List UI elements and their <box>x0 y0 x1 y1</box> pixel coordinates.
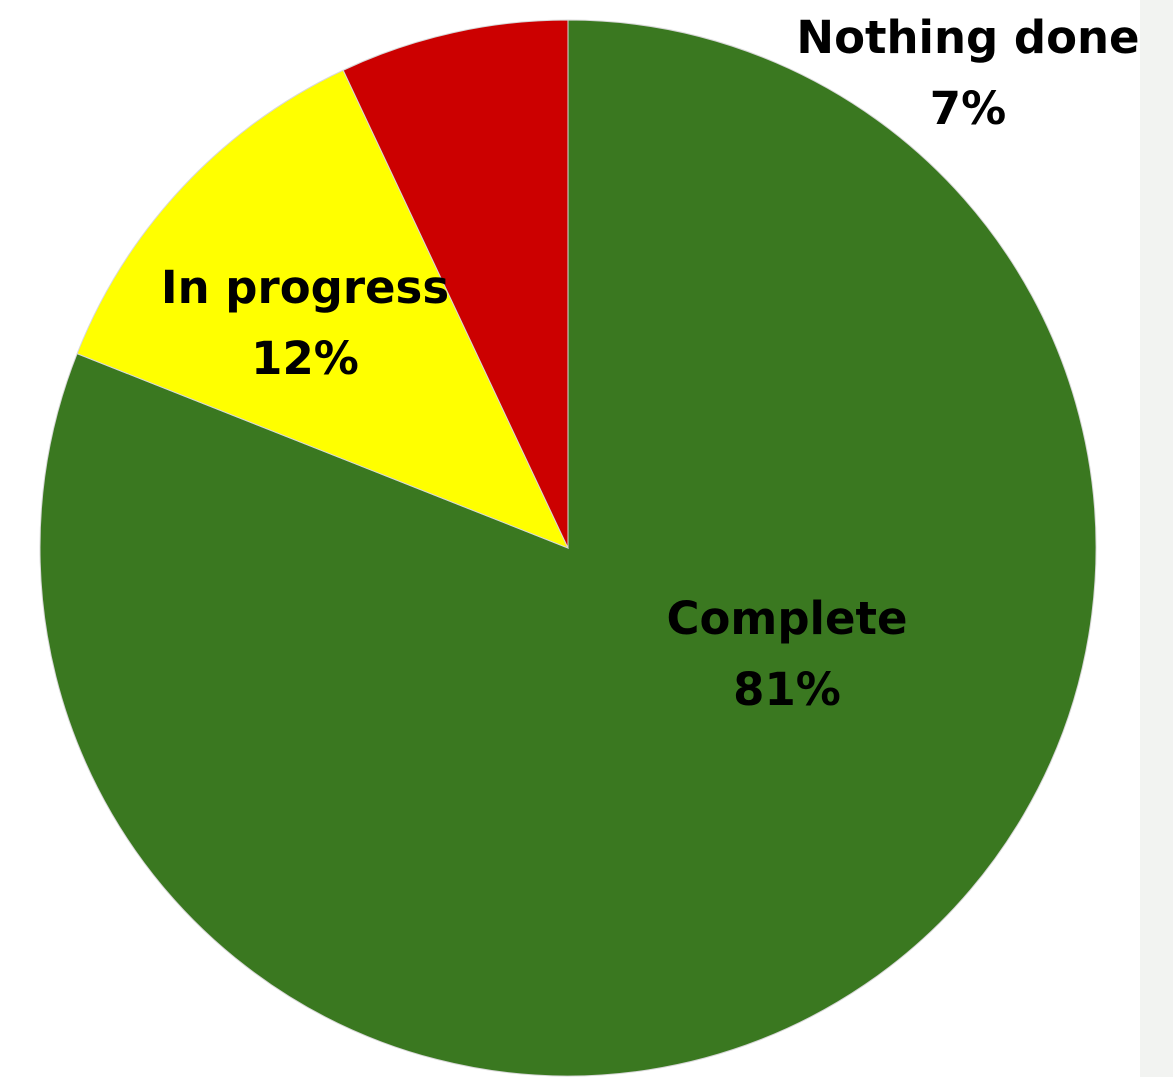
right-side-strip <box>1140 0 1173 1077</box>
nothing-done-percent: 7% <box>930 82 1006 135</box>
in-progress-percent: 12% <box>251 332 359 385</box>
pie-slice-in-progress <box>76 69 569 549</box>
pie-slice-nothing-done <box>342 19 569 549</box>
pie-labels: Nothing done 7% In progress 12% Complete… <box>161 11 1140 716</box>
pie-slices <box>39 19 1097 1077</box>
complete-label: Complete <box>666 592 907 645</box>
in-progress-label: In progress <box>161 261 449 314</box>
complete-percent: 81% <box>733 663 841 716</box>
nothing-done-label: Nothing done <box>796 11 1139 64</box>
